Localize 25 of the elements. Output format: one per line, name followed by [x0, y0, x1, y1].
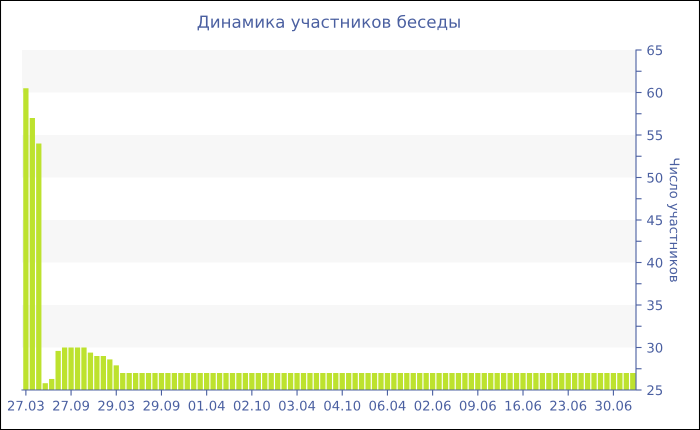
- x-tick-label: 03.04: [279, 400, 316, 411]
- y-tick-label: 60: [647, 88, 662, 98]
- y-tick-label: 30: [647, 342, 662, 353]
- x-tick-label: 23.06: [550, 400, 586, 411]
- y-tick-label: 50: [647, 172, 662, 183]
- x-tick-label: 30.06: [596, 400, 632, 411]
- y-tick-label: 35: [647, 300, 662, 310]
- x-tick-label: 01.04: [188, 400, 225, 411]
- y-tick-label: 25: [647, 385, 662, 396]
- chart-title: Динамика участников беседы: [198, 14, 460, 32]
- x-tick-label: 06.04: [369, 400, 406, 411]
- x-tick-label: 29.09: [144, 400, 180, 411]
- x-tick-label: 02.06: [414, 400, 451, 411]
- y-tick-label: 45: [647, 215, 662, 226]
- y-tick-label: 55: [647, 130, 662, 140]
- x-tick-label: 29.03: [98, 400, 134, 411]
- x-tick-label: 16.06: [506, 400, 542, 411]
- y-axis-title: Число участников: [667, 158, 680, 282]
- x-tick-label: 04.10: [324, 400, 360, 411]
- x-tick-label: 09.06: [460, 400, 496, 411]
- x-tick-label: 27.09: [53, 400, 90, 411]
- x-tick-label: 02.10: [234, 400, 270, 411]
- y-tick-label: 65: [647, 45, 662, 56]
- x-tick-label: 27.03: [8, 400, 44, 411]
- y-tick-label: 40: [647, 258, 662, 268]
